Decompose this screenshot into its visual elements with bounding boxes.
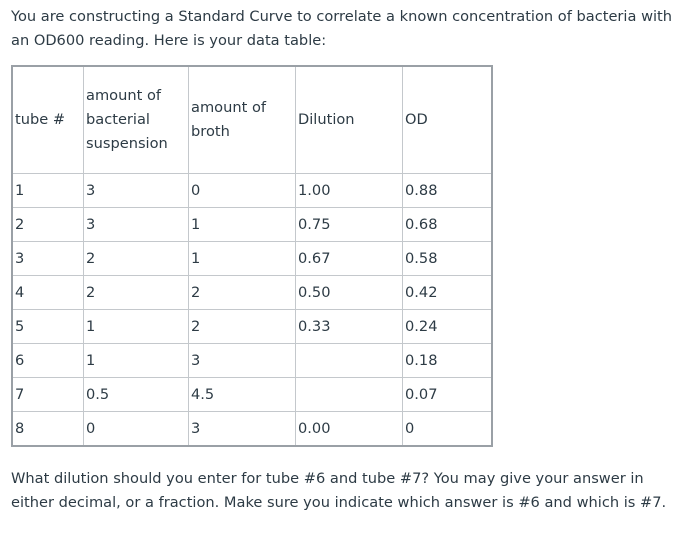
cell-dilution [295,377,403,412]
cell-od: 0 [402,411,493,447]
cell-tube: 2 [11,207,84,242]
intro-paragraph: You are constructing a Standard Curve to… [11,8,673,49]
cell-broth: 4.5 [188,377,296,412]
cell-bacterial: 0.5 [83,377,189,412]
cell-tube: 7 [11,377,84,412]
table-row: 8 0 3 0.00 0 [11,411,493,447]
table-row: 4 2 2 0.50 0.42 [11,275,493,310]
cell-tube: 1 [11,173,84,208]
header-tube: tube # [11,65,84,174]
cell-od: 0.18 [402,343,493,378]
cell-tube: 5 [11,309,84,344]
cell-broth: 0 [188,173,296,208]
cell-broth: 3 [188,343,296,378]
header-bacterial-suspension: amount of bacterial suspension [83,65,189,174]
cell-tube: 4 [11,275,84,310]
cell-bacterial: 2 [83,241,189,276]
cell-dilution: 0.50 [295,275,403,310]
cell-bacterial: 3 [83,207,189,242]
cell-bacterial: 1 [83,309,189,344]
header-broth: amount of broth [188,65,296,174]
header-dilution: Dilution [295,65,403,174]
cell-bacterial: 1 [83,343,189,378]
cell-od: 0.58 [402,241,493,276]
header-od: OD [402,65,493,174]
table-row: 3 2 1 0.67 0.58 [11,241,493,276]
cell-od: 0.42 [402,275,493,310]
cell-dilution: 1.00 [295,173,403,208]
cell-dilution [295,343,403,378]
cell-od: 0.88 [402,173,493,208]
data-table: tube # amount of bacterial suspension amou… [11,65,493,447]
cell-broth: 2 [188,309,296,344]
cell-dilution: 0.00 [295,411,403,447]
cell-broth: 1 [188,241,296,276]
cell-tube: 8 [11,411,84,447]
cell-tube: 6 [11,343,84,378]
table-row: 7 0.5 4.5 0.07 [11,377,493,412]
cell-bacterial: 3 [83,173,189,208]
table-row: 2 3 1 0.75 0.68 [11,207,493,242]
cell-od: 0.24 [402,309,493,344]
table-row: 5 1 2 0.33 0.24 [11,309,493,344]
cell-broth: 2 [188,275,296,310]
cell-dilution: 0.75 [295,207,403,242]
cell-bacterial: 0 [83,411,189,447]
cell-od: 0.07 [402,377,493,412]
cell-broth: 3 [188,411,296,447]
table-row: 1 3 0 1.00 0.88 [11,173,493,208]
table-header-row: tube # amount of bacterial suspension amou… [11,65,493,174]
question-paragraph: What dilution should you enter for tube … [11,470,667,511]
cell-od: 0.68 [402,207,493,242]
table-row: 6 1 3 0.18 [11,343,493,378]
cell-dilution: 0.33 [295,309,403,344]
cell-dilution: 0.67 [295,241,403,276]
cell-broth: 1 [188,207,296,242]
cell-tube: 3 [11,241,84,276]
cell-bacterial: 2 [83,275,189,310]
